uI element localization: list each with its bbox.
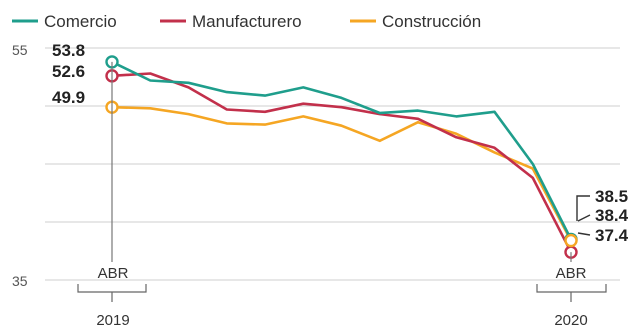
end-label-comercio: 38.5 bbox=[595, 187, 628, 206]
start-label-comercio: 53.8 bbox=[52, 41, 85, 60]
end-label-manufacturero: 37.4 bbox=[595, 226, 629, 245]
bracket-2020 bbox=[536, 284, 607, 302]
axis-marker-year-2020: 2020 bbox=[554, 312, 587, 329]
connector-comercio bbox=[576, 195, 590, 221]
y-tick-bottom: 35 bbox=[12, 273, 28, 289]
series-line-manufacturero bbox=[111, 72, 573, 253]
axis-marker-month-2019: ABR bbox=[98, 265, 129, 282]
y-tick-top: 55 bbox=[12, 42, 28, 58]
legend-label-manufacturero: Manufacturero bbox=[192, 12, 302, 31]
series-line-comercio bbox=[111, 60, 573, 240]
legend-label-construccion: Construcción bbox=[382, 12, 481, 31]
start-label-construccion: 49.9 bbox=[52, 88, 85, 107]
bracket-2019 bbox=[77, 284, 147, 302]
connector-manufacturero bbox=[577, 232, 591, 236]
axis-marker-month-2020: ABR bbox=[556, 265, 587, 282]
connector-construccion bbox=[577, 214, 591, 222]
end-point-construccin bbox=[564, 233, 578, 248]
start-label-manufacturero: 52.6 bbox=[52, 62, 85, 81]
series-line-construccin bbox=[111, 105, 573, 242]
legend: Comercio Manufacturero Construcción bbox=[12, 12, 481, 31]
end-label-connectors bbox=[576, 195, 591, 236]
series-layer bbox=[105, 55, 578, 259]
end-label-construccion: 38.4 bbox=[595, 206, 629, 225]
axis-marker-year-2019: 2019 bbox=[96, 312, 129, 329]
legend-label-comercio: Comercio bbox=[44, 12, 117, 31]
axis-marker-2020: ABR 2020 bbox=[536, 265, 607, 329]
markers-layer bbox=[111, 61, 572, 262]
axis-marker-2019: ABR 2019 bbox=[77, 265, 147, 329]
